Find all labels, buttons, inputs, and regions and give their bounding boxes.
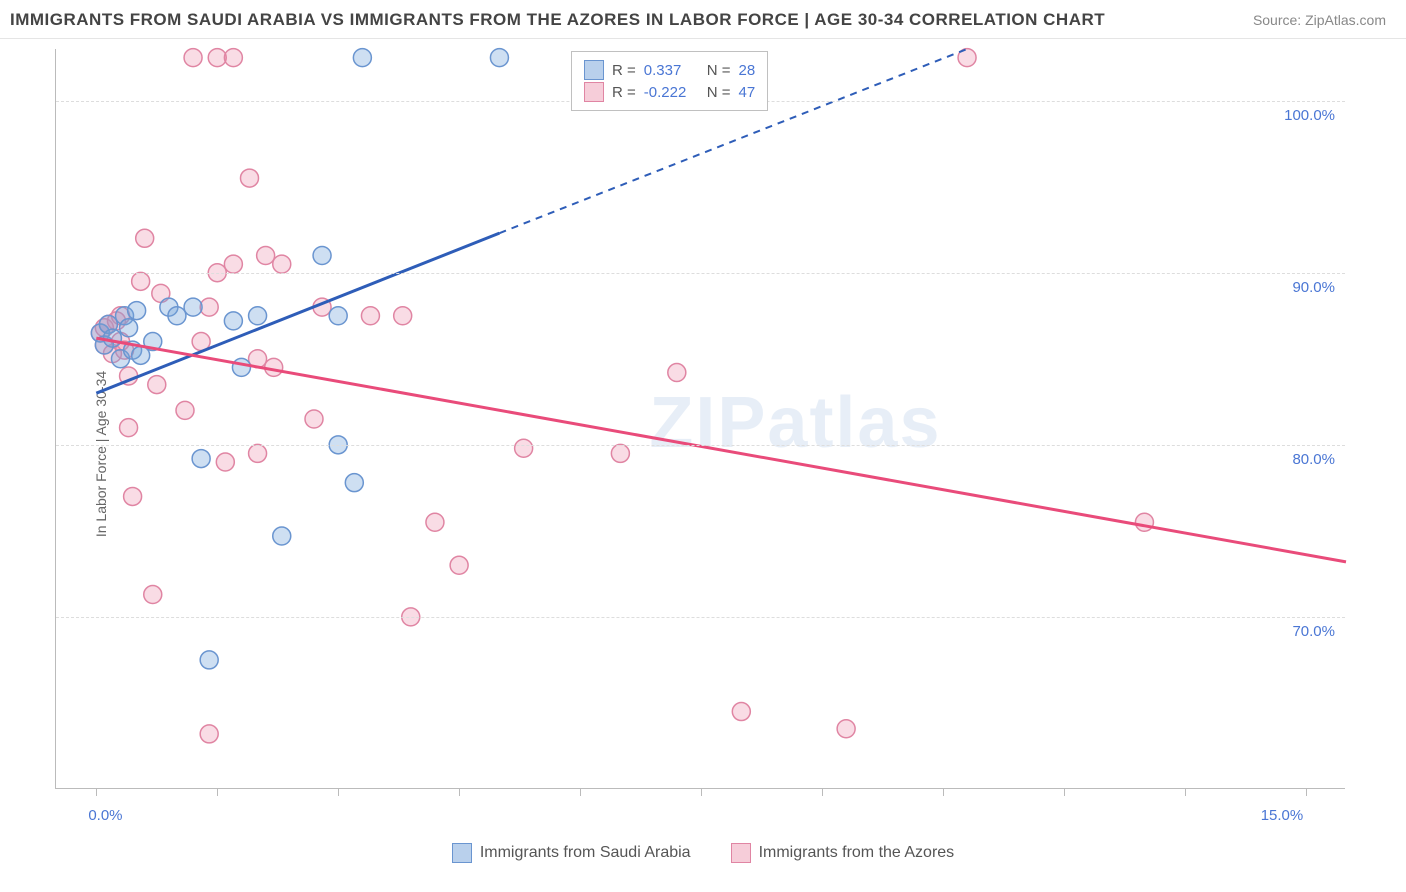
x-tick [217, 788, 218, 796]
chart-container: In Labor Force | Age 30-34 ZIPatlas 70.0… [0, 39, 1406, 869]
data-point [176, 401, 194, 419]
data-point [224, 255, 242, 273]
bottom-legend-item: Immigrants from Saudi Arabia [452, 843, 691, 863]
chart-header: IMMIGRANTS FROM SAUDI ARABIA VS IMMIGRAN… [0, 0, 1406, 39]
data-point [192, 450, 210, 468]
n-label: N = [707, 62, 731, 79]
data-point [426, 513, 444, 531]
data-point [732, 703, 750, 721]
y-tick-label: 70.0% [1292, 623, 1335, 640]
data-point [394, 307, 412, 325]
data-point [345, 474, 363, 492]
data-point [490, 49, 508, 67]
data-point [257, 247, 275, 265]
r-label: R = [612, 84, 636, 101]
data-point [136, 229, 154, 247]
plot-area: ZIPatlas 70.0%80.0%90.0%100.0%0.0%15.0% [55, 49, 1345, 789]
x-tick [1306, 788, 1307, 796]
data-point [515, 439, 533, 457]
data-point [249, 444, 267, 462]
gridline [56, 617, 1345, 618]
legend-label: Immigrants from the Azores [759, 844, 955, 862]
data-point [148, 376, 166, 394]
data-point [200, 651, 218, 669]
data-point [144, 586, 162, 604]
data-point [361, 307, 379, 325]
y-tick-label: 90.0% [1292, 279, 1335, 296]
data-point [208, 49, 226, 67]
data-point [273, 527, 291, 545]
x-tick [580, 788, 581, 796]
r-value: 0.337 [644, 62, 699, 79]
chart-title: IMMIGRANTS FROM SAUDI ARABIA VS IMMIGRAN… [10, 10, 1105, 30]
legend-swatch [584, 60, 604, 80]
data-point [184, 49, 202, 67]
x-tick [96, 788, 97, 796]
data-point [353, 49, 371, 67]
y-tick-label: 100.0% [1284, 107, 1335, 124]
x-tick [1064, 788, 1065, 796]
data-point [168, 307, 186, 325]
stats-legend: R = 0.337 N = 28 R = -0.222 N = 47 [571, 51, 768, 111]
legend-swatch [731, 843, 751, 863]
n-value: 47 [739, 84, 756, 101]
trend-line [96, 233, 499, 393]
data-point [128, 302, 146, 320]
data-point [305, 410, 323, 428]
data-point [120, 419, 138, 437]
x-tick-label: 15.0% [1261, 807, 1304, 824]
x-tick [822, 788, 823, 796]
data-point [450, 556, 468, 574]
data-point [329, 307, 347, 325]
r-label: R = [612, 62, 636, 79]
x-tick [701, 788, 702, 796]
data-point [232, 358, 250, 376]
r-value: -0.222 [644, 84, 699, 101]
legend-swatch [584, 82, 604, 102]
data-point [313, 247, 331, 265]
x-tick [338, 788, 339, 796]
y-tick-label: 80.0% [1292, 451, 1335, 468]
source-label: Source: [1253, 12, 1301, 28]
data-point [1135, 513, 1153, 531]
gridline [56, 445, 1345, 446]
n-label: N = [707, 84, 731, 101]
data-point [216, 453, 234, 471]
chart-source: Source: ZipAtlas.com [1253, 12, 1386, 28]
data-point [273, 255, 291, 273]
data-point [837, 720, 855, 738]
data-point [241, 169, 259, 187]
data-point [249, 307, 267, 325]
data-point [184, 298, 202, 316]
data-point [120, 319, 138, 337]
x-tick [943, 788, 944, 796]
source-value: ZipAtlas.com [1305, 12, 1386, 28]
stats-legend-row: R = -0.222 N = 47 [584, 82, 755, 102]
x-tick [1185, 788, 1186, 796]
n-value: 28 [739, 62, 756, 79]
bottom-legend: Immigrants from Saudi Arabia Immigrants f… [0, 843, 1406, 863]
data-point [224, 49, 242, 67]
legend-label: Immigrants from Saudi Arabia [480, 844, 691, 862]
data-point [132, 272, 150, 290]
bottom-legend-item: Immigrants from the Azores [731, 843, 955, 863]
data-point [124, 487, 142, 505]
x-tick [459, 788, 460, 796]
plot-svg [56, 49, 1345, 788]
x-tick-label: 0.0% [88, 807, 122, 824]
data-point [200, 725, 218, 743]
data-point [611, 444, 629, 462]
stats-legend-row: R = 0.337 N = 28 [584, 60, 755, 80]
legend-swatch [452, 843, 472, 863]
data-point [200, 298, 218, 316]
data-point [224, 312, 242, 330]
data-point [103, 329, 121, 347]
gridline [56, 273, 1345, 274]
data-point [668, 364, 686, 382]
